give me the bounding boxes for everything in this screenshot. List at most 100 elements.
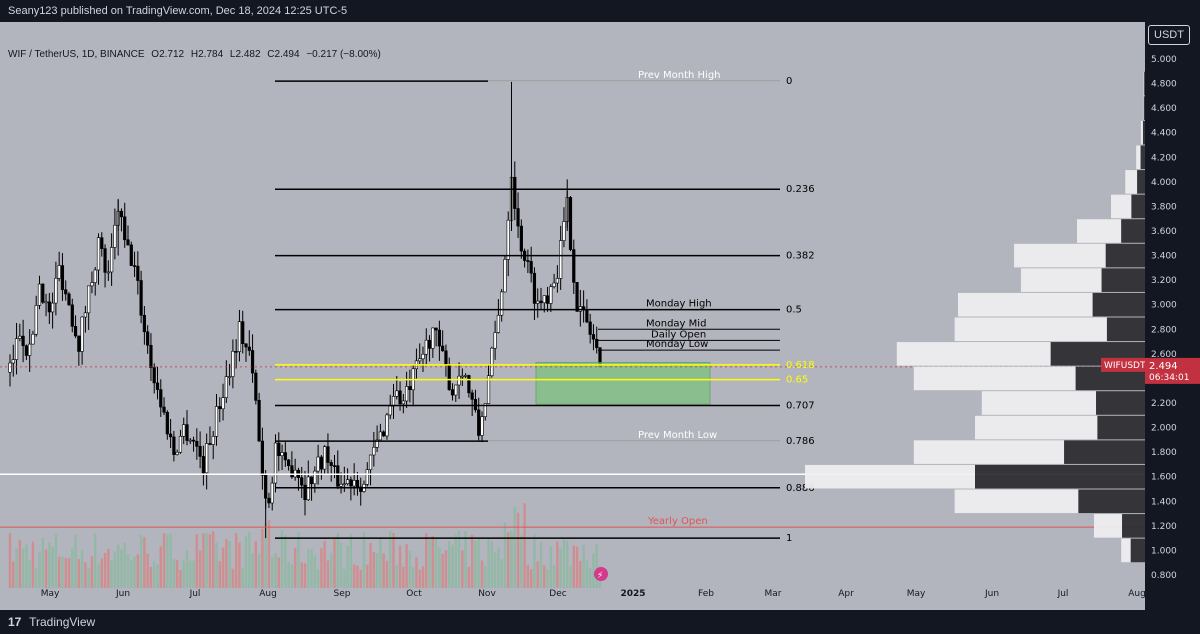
tradingview-logo-icon: 17 (8, 615, 22, 629)
candle-body (483, 403, 487, 417)
volume-bar (126, 554, 130, 588)
time-axis-label: May (907, 589, 926, 599)
volume-profile-bar (1122, 514, 1145, 538)
volume-bar (77, 559, 81, 588)
volume-bar (21, 548, 25, 588)
volume-bar (172, 558, 176, 588)
candle-body (152, 367, 156, 384)
price-axis-label: 4.800 (1151, 80, 1177, 90)
candle-body (290, 465, 294, 478)
volume-profile-bar (1077, 219, 1122, 243)
currency-button[interactable]: USDT (1148, 25, 1190, 45)
tradingview-brand[interactable]: 17 TradingView (8, 610, 95, 634)
candle-body (67, 293, 71, 306)
volume-bar (395, 565, 398, 588)
candle-body (21, 335, 25, 347)
volume-profile-bar (913, 366, 1076, 391)
volume-bar (520, 535, 523, 588)
time-axis-label: Jul (189, 589, 201, 599)
volume-bar (470, 534, 474, 588)
candle-body (549, 286, 553, 304)
candle-body (51, 302, 55, 313)
level-annotation-label: Daily Open (651, 329, 706, 340)
time-axis-label: Sep (334, 589, 351, 599)
volume-bars (8, 503, 602, 588)
candle-body (87, 285, 91, 314)
candle-body (395, 390, 399, 397)
candle-body (460, 375, 464, 378)
fib-level-label: 0 (786, 76, 792, 87)
price-axis-label: 2.200 (1151, 399, 1177, 409)
price-axis[interactable]: 5.000 4.800 4.600 4.400 4.200 4.000 3.800 3.600… (1145, 22, 1200, 610)
candle-body (385, 414, 389, 437)
volume-bar (71, 547, 74, 588)
volume-bar (490, 541, 494, 588)
candle-body (24, 345, 28, 356)
level-annotation-label: Monday High (646, 299, 712, 310)
volume-profile-bar (1130, 538, 1145, 563)
last-price-value: 2.494 (1149, 361, 1178, 372)
time-axis-label: Dec (549, 589, 566, 599)
volume-bar (208, 533, 212, 588)
volume-bar (228, 541, 231, 588)
candle-body (41, 283, 45, 303)
candle-body (477, 409, 481, 436)
volume-bar (80, 549, 84, 588)
candle-body (359, 486, 363, 492)
price-axis-label: 2.800 (1151, 325, 1177, 335)
volume-bar (12, 561, 15, 588)
candle-body (198, 446, 202, 457)
lightning-icon[interactable]: ⚡ (594, 567, 608, 581)
volume-bar (234, 533, 238, 588)
volume-bar (54, 533, 58, 588)
volume-bar (569, 565, 572, 588)
volume-bar (415, 557, 418, 588)
volume-bar (349, 534, 353, 588)
volume-bar (57, 556, 61, 588)
candle-body (218, 406, 222, 410)
volume-bar (451, 544, 454, 588)
volume-bar (352, 564, 356, 588)
candle-body (37, 283, 42, 306)
candle-body (496, 314, 500, 333)
chart-pane[interactable]: Yearly Open 0 0.236 0.382 0.5 0.618 0.65 0.707 0… (0, 22, 1145, 610)
volume-profile-bar (1014, 243, 1106, 268)
volume-bar (51, 546, 54, 588)
candle-body (11, 359, 15, 364)
fib-level-label: 0.382 (786, 251, 815, 262)
volume-bar (562, 538, 566, 588)
candle-body (231, 351, 235, 377)
brand-label: TradingView (29, 615, 96, 629)
chart-svg[interactable]: Yearly Open 0 0.236 0.382 0.5 0.618 0.65 0.707 0… (0, 22, 1145, 610)
volume-bar (113, 551, 117, 588)
volume-bar (159, 546, 162, 588)
volume-profile-bar (913, 440, 1065, 464)
volume-bar (97, 563, 100, 588)
candle-body (208, 443, 212, 445)
candle-body (155, 382, 160, 390)
candle-body (214, 406, 219, 437)
candle-body (139, 280, 143, 316)
candle-body (129, 244, 133, 266)
volume-bar (588, 567, 592, 588)
candle-body (250, 350, 255, 374)
volume-profile-bar (1142, 96, 1144, 120)
volume-bar (280, 530, 284, 588)
volume-profile-bar (1125, 170, 1138, 194)
symbol-name[interactable]: WIF / TetherUS, 1D, BINANCE (8, 49, 145, 60)
volume-bar (323, 541, 326, 588)
volume-bar (146, 553, 149, 588)
volume-profile-bar (896, 342, 1051, 366)
candle-body (270, 482, 274, 504)
volume-bar (297, 532, 300, 588)
candle-body (113, 224, 117, 248)
candle-body (110, 247, 114, 273)
candle-body (31, 333, 35, 345)
volume-bar (500, 559, 503, 588)
volume-profile-bar (954, 317, 1107, 342)
time-axis-label: 2025 (620, 589, 645, 599)
volume-bar (225, 539, 228, 588)
symbol-tag-bg (1101, 357, 1145, 372)
candle-body (500, 291, 504, 316)
candle-body (64, 289, 68, 295)
